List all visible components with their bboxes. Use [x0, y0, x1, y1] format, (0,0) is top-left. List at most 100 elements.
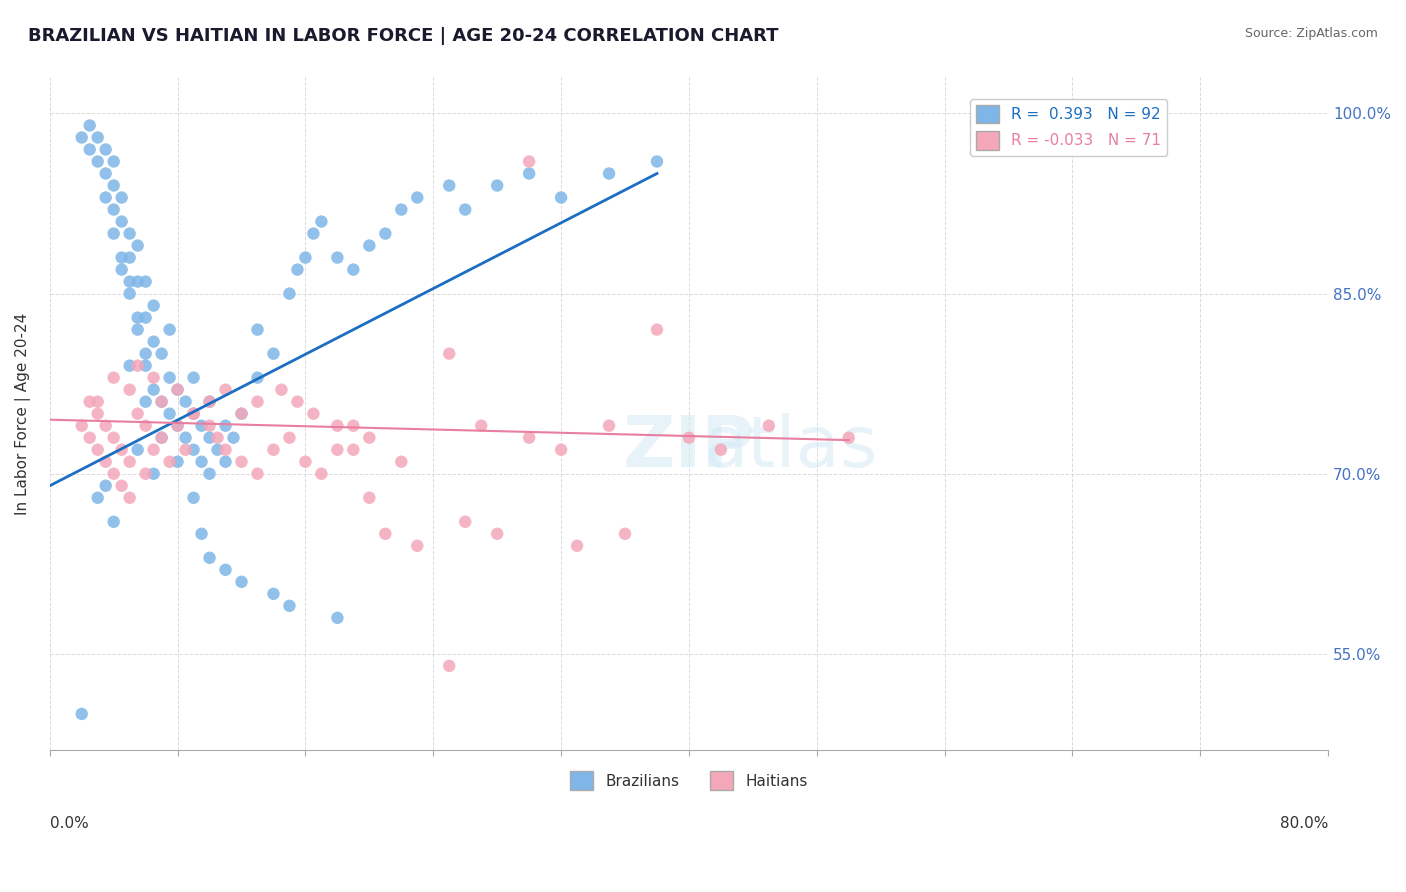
Point [111, 214, 134, 228]
Point [302, 227, 325, 241]
Point [222, 431, 245, 445]
Point [142, 442, 165, 457]
Point [678, 431, 700, 445]
Text: ZIP: ZIP [623, 413, 755, 482]
Point [207, 442, 229, 457]
Point [135, 275, 157, 289]
Point [111, 251, 134, 265]
Point [517, 167, 540, 181]
Point [454, 515, 477, 529]
Point [166, 418, 188, 433]
Point [86, 442, 108, 457]
Point [246, 370, 269, 384]
Point [79, 431, 101, 445]
Point [486, 526, 509, 541]
Point [183, 370, 205, 384]
Point [287, 262, 309, 277]
Point [389, 202, 412, 217]
Text: 80.0%: 80.0% [1279, 816, 1329, 831]
Point [127, 442, 149, 457]
Point [103, 431, 125, 445]
Point [207, 431, 229, 445]
Point [150, 431, 173, 445]
Point [246, 467, 269, 481]
Point [406, 190, 429, 204]
Point [166, 418, 188, 433]
Point [359, 431, 381, 445]
Point [70, 706, 93, 721]
Point [439, 346, 461, 360]
Point [118, 275, 141, 289]
Point [135, 310, 157, 325]
Point [142, 467, 165, 481]
Point [118, 359, 141, 373]
Point [183, 407, 205, 421]
Point [326, 418, 349, 433]
Point [94, 455, 117, 469]
Point [342, 418, 364, 433]
Point [118, 286, 141, 301]
Point [231, 455, 253, 469]
Point [183, 407, 205, 421]
Point [550, 190, 572, 204]
Point [166, 455, 188, 469]
Point [190, 418, 212, 433]
Point [174, 394, 197, 409]
Point [127, 275, 149, 289]
Point [470, 418, 492, 433]
Point [159, 455, 181, 469]
Point [645, 154, 668, 169]
Point [198, 467, 221, 481]
Point [326, 251, 349, 265]
Point [645, 323, 668, 337]
Point [311, 214, 333, 228]
Point [166, 383, 188, 397]
Text: 0.0%: 0.0% [49, 816, 89, 831]
Point [263, 587, 285, 601]
Point [231, 407, 253, 421]
Point [103, 515, 125, 529]
Legend: Brazilians, Haitians: Brazilians, Haitians [564, 765, 814, 796]
Point [79, 394, 101, 409]
Point [142, 299, 165, 313]
Point [103, 227, 125, 241]
Point [190, 526, 212, 541]
Point [246, 323, 269, 337]
Point [86, 394, 108, 409]
Point [359, 238, 381, 252]
Point [127, 323, 149, 337]
Point [550, 442, 572, 457]
Point [214, 455, 236, 469]
Point [214, 442, 236, 457]
Point [439, 659, 461, 673]
Point [159, 370, 181, 384]
Point [758, 418, 780, 433]
Point [454, 202, 477, 217]
Point [198, 394, 221, 409]
Point [127, 407, 149, 421]
Point [94, 143, 117, 157]
Point [70, 418, 93, 433]
Point [70, 130, 93, 145]
Point [103, 370, 125, 384]
Point [486, 178, 509, 193]
Point [710, 442, 733, 457]
Point [263, 442, 285, 457]
Point [214, 418, 236, 433]
Point [198, 431, 221, 445]
Point [342, 442, 364, 457]
Point [150, 431, 173, 445]
Text: Source: ZipAtlas.com: Source: ZipAtlas.com [1244, 27, 1378, 40]
Text: atlas: atlas [704, 413, 879, 482]
Point [214, 383, 236, 397]
Point [166, 383, 188, 397]
Point [150, 394, 173, 409]
Point [118, 491, 141, 505]
Point [246, 394, 269, 409]
Point [183, 442, 205, 457]
Point [838, 431, 860, 445]
Point [159, 407, 181, 421]
Point [111, 442, 134, 457]
Point [174, 442, 197, 457]
Point [79, 119, 101, 133]
